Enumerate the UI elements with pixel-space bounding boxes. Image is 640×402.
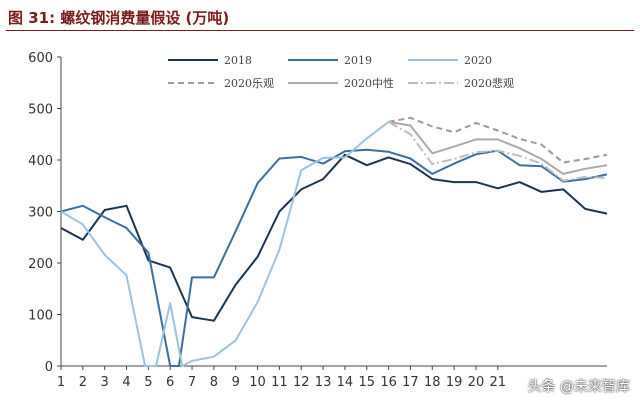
legend-label-4: 2020中性 bbox=[344, 76, 394, 90]
series-line-1 bbox=[60, 148, 608, 367]
x-tick-label: 8 bbox=[210, 375, 218, 390]
figure-title: 图 31: 螺纹钢消费量假设 (万吨) bbox=[8, 9, 230, 27]
x-tick-label: 19 bbox=[446, 375, 463, 390]
x-tick-label: 2 bbox=[79, 375, 87, 390]
y-tick-label: 200 bbox=[28, 257, 53, 272]
x-tick-label: 12 bbox=[293, 375, 310, 390]
y-tick-label: 600 bbox=[28, 51, 53, 66]
series-line-0 bbox=[60, 153, 608, 322]
x-tick-label: 3 bbox=[101, 375, 109, 390]
x-tick-label: 1 bbox=[57, 375, 65, 390]
series-line-3 bbox=[388, 116, 608, 164]
x-tick-label: 21 bbox=[490, 375, 507, 390]
x-tick-label: 4 bbox=[122, 375, 130, 390]
y-tick-label: 300 bbox=[28, 206, 53, 221]
x-tick-label: 6 bbox=[166, 375, 174, 390]
x-tick-label: 10 bbox=[249, 375, 266, 390]
series-line-5 bbox=[388, 121, 608, 182]
legend-label-5: 2020悲观 bbox=[464, 76, 514, 90]
x-tick-label: 14 bbox=[337, 375, 354, 390]
legend-label-2: 2020 bbox=[464, 54, 492, 67]
x-tick-label: 20 bbox=[468, 375, 485, 390]
x-tick-label: 5 bbox=[144, 375, 152, 390]
y-tick-label: 500 bbox=[28, 103, 53, 118]
x-tick-label: 18 bbox=[424, 375, 441, 390]
watermark: 头条 @未来智库 bbox=[527, 379, 630, 395]
y-tick-label: 100 bbox=[28, 309, 53, 324]
legend-label-3: 2020乐观 bbox=[224, 77, 274, 90]
y-tick-label: 400 bbox=[28, 154, 53, 169]
y-tick-label: 0 bbox=[45, 360, 53, 375]
figure-title-bar: 图 31: 螺纹钢消费量假设 (万吨) bbox=[6, 4, 634, 31]
x-tick-label: 16 bbox=[380, 375, 397, 390]
x-tick-label: 11 bbox=[271, 375, 288, 390]
x-tick-label: 7 bbox=[188, 375, 196, 390]
legend-label-0: 2018 bbox=[224, 54, 252, 67]
x-tick-label: 15 bbox=[358, 375, 375, 390]
series-line-4 bbox=[388, 120, 608, 175]
x-tick-label: 9 bbox=[232, 375, 240, 390]
series-line-2 bbox=[60, 121, 390, 367]
x-tick-label: 13 bbox=[315, 375, 332, 390]
legend-label-1: 2019 bbox=[344, 54, 372, 67]
x-tick-label: 17 bbox=[402, 375, 419, 390]
